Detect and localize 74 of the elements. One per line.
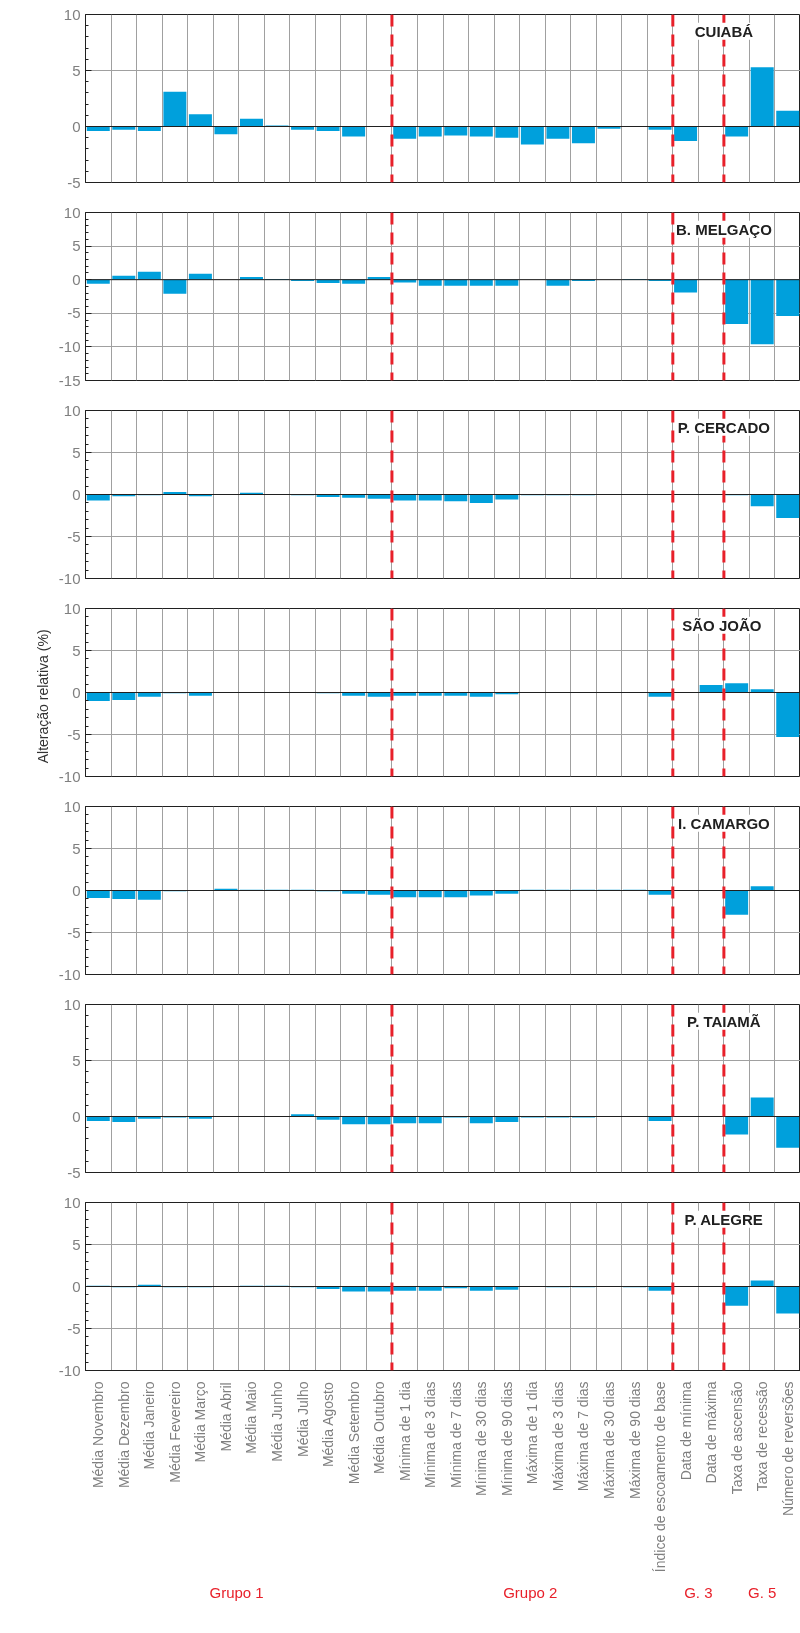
- y-tick-label: 0: [72, 1277, 81, 1295]
- y-tick-label: -10: [58, 337, 81, 355]
- y-tick-label: -5: [67, 923, 81, 941]
- y-tick-label: 10: [63, 1193, 81, 1211]
- x-tick-label: Taxa de ascensão: [728, 1381, 745, 1495]
- x-tick-label: Média Dezembro: [115, 1381, 132, 1489]
- x-tick-label: Média Fevereiro: [166, 1381, 183, 1483]
- text: P. ALEGRE: [684, 1210, 763, 1228]
- text: P. CERCADO: [677, 418, 771, 436]
- x-tick-label: Taxa de recessão: [754, 1381, 771, 1492]
- y-tick-label: 5: [72, 237, 81, 255]
- x-tick-label: Média Julho: [294, 1381, 311, 1457]
- y-tick-label: 0: [72, 1107, 81, 1125]
- x-tick-label: Média Setembro: [345, 1381, 362, 1485]
- x-tick-label: Data de mínima: [677, 1381, 694, 1481]
- y-tick-label: 0: [72, 881, 81, 899]
- text: Grupo 2: [503, 1583, 558, 1601]
- x-tick-label: Média Janeiro: [141, 1381, 158, 1470]
- y-tick-label: 5: [72, 641, 81, 659]
- x-tick-label: Mínima de 3 dias: [422, 1381, 439, 1489]
- y-tick-label: -5: [67, 527, 81, 545]
- text: Grupo 1: [209, 1583, 264, 1601]
- text: CUIABÁ: [694, 22, 754, 40]
- y-tick-label: 0: [72, 683, 81, 701]
- y-tick-label: 10: [63, 599, 81, 617]
- y-tick-label: 10: [63, 401, 81, 419]
- y-tick-label: 0: [72, 485, 81, 503]
- x-tick-label: Mínima de 7 dias: [447, 1381, 464, 1489]
- y-tick-label: 10: [63, 5, 81, 23]
- y-tick-label: -5: [67, 304, 81, 322]
- x-tick-label: Máxima de 3 dias: [549, 1381, 566, 1492]
- text: I. CAMARGO: [678, 814, 771, 832]
- y-tick-label: 10: [63, 203, 81, 221]
- x-tick-label: Mínima de 90 dias: [498, 1381, 515, 1496]
- y-tick-label: -5: [67, 173, 81, 191]
- y-tick-label: -5: [67, 725, 81, 743]
- y-tick-label: 10: [63, 995, 81, 1013]
- y-tick-label: -5: [67, 1319, 81, 1337]
- text: SÃO JOÃO: [682, 616, 762, 634]
- y-tick-label: -10: [58, 965, 81, 983]
- x-tick-label: Número de reversões: [779, 1381, 796, 1517]
- x-tick-label: Máxima de 30 dias: [600, 1381, 617, 1499]
- y-tick-label: 5: [72, 839, 81, 857]
- text: G. 5: [748, 1583, 777, 1601]
- y-tick-label: -10: [58, 569, 81, 587]
- x-tick-label: Média Agosto: [320, 1382, 337, 1468]
- y-tick-label: -5: [67, 1163, 81, 1181]
- x-tick-label: Mínima de 1 dia: [396, 1381, 413, 1482]
- y-tick-label: 5: [72, 1051, 81, 1069]
- y-tick-label: 5: [72, 61, 81, 79]
- x-tick-label: Mínima de 30 dias: [473, 1381, 490, 1496]
- text: G. 3: [684, 1583, 713, 1601]
- text: P. TAIAMÃ: [687, 1012, 761, 1030]
- x-tick-label: Máxima de 90 dias: [626, 1381, 643, 1499]
- y-tick-label: -15: [58, 371, 81, 389]
- y-tick-label: -10: [58, 767, 81, 785]
- x-tick-label: Máxima de 1 dia: [524, 1381, 541, 1485]
- y-tick-label: 10: [63, 797, 81, 815]
- x-tick-label: Data de máxima: [703, 1381, 720, 1484]
- x-tick-label: Média Maio: [243, 1381, 260, 1454]
- x-tick-label: Média Março: [192, 1381, 209, 1463]
- y-axis-title: Alteração relativa (%): [34, 629, 51, 764]
- x-tick-label: Média Outubro: [371, 1381, 388, 1475]
- x-tick-label: Média Novembro: [90, 1381, 107, 1489]
- y-tick-label: 5: [72, 443, 81, 461]
- x-tick-label: Média Abril: [217, 1382, 234, 1452]
- y-tick-label: -10: [58, 1361, 81, 1379]
- y-tick-label: 0: [72, 270, 81, 288]
- y-tick-label: 0: [72, 117, 81, 135]
- y-tick-label: 5: [72, 1235, 81, 1253]
- x-tick-label: Máxima de 7 dias: [575, 1381, 592, 1492]
- x-tick-label: Índice de escoamento de base: [652, 1381, 669, 1573]
- text: B. MELGAÇO: [675, 220, 773, 238]
- x-tick-label: Média Junho: [269, 1381, 286, 1462]
